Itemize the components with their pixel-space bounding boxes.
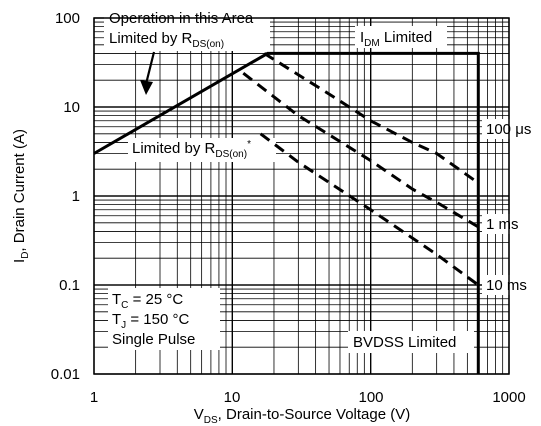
x-tick-label: 100 bbox=[358, 389, 383, 406]
x-axis-title: VDS, Drain-to-Source Voltage (V) bbox=[194, 406, 411, 426]
pulse-curve-line bbox=[259, 132, 480, 287]
x-tick-label: 10 bbox=[224, 389, 241, 406]
series-layer bbox=[93, 51, 480, 374]
idm-limit-box bbox=[355, 26, 447, 48]
curve-1ms-box bbox=[482, 214, 524, 234]
annotation-backgrounds bbox=[104, 8, 530, 353]
pulse-curve-line bbox=[242, 72, 480, 229]
bvdss-limit-box bbox=[348, 331, 474, 353]
conditions-box bbox=[108, 288, 220, 350]
idm-limit-label: IDM Limited bbox=[360, 29, 432, 49]
single-pulse-label: Single Pulse bbox=[112, 331, 195, 348]
plot-frame bbox=[93, 17, 510, 375]
y-tick-label: 100 bbox=[55, 10, 80, 27]
operation-area-limit-label: Limited by RDS(on) bbox=[109, 30, 224, 50]
tick-labels: 1 10 100 1000 0.01 0.1 1 10 100 bbox=[51, 10, 526, 406]
curve-10ms-label: 10 ms bbox=[486, 277, 527, 294]
tj-condition-label: TJ = 150 °C bbox=[112, 311, 189, 331]
y-tick-label: 10 bbox=[63, 99, 80, 116]
y-axis-title: ID, Drain Current (A) bbox=[11, 129, 31, 263]
operation-area-label: Operation in this Area bbox=[109, 10, 254, 27]
rdson-limit-box bbox=[128, 138, 276, 162]
curve-100us-box bbox=[482, 119, 524, 139]
curve-10ms-box bbox=[482, 275, 530, 295]
x-tick-label: 1 bbox=[90, 389, 98, 406]
soa-limit-line bbox=[93, 51, 480, 374]
tc-condition-label: TC = 25 °C bbox=[112, 291, 183, 311]
curve-1ms-label: 1 ms bbox=[486, 216, 519, 233]
curve-100us-label: 100 μs bbox=[486, 121, 531, 138]
x-tick-label: 1000 bbox=[492, 389, 525, 406]
y-tick-label: 0.1 bbox=[59, 277, 80, 294]
y-tick-label: 0.01 bbox=[51, 366, 80, 383]
rdson-limit-label: Limited by RDS(on)* bbox=[132, 139, 251, 160]
y-tick-label: 1 bbox=[72, 188, 80, 205]
bvdss-limit-label: BVDSS Limited bbox=[353, 334, 456, 351]
rdson-arrow bbox=[140, 51, 156, 95]
pulse-curve-line bbox=[263, 52, 480, 185]
operation-area-box bbox=[104, 8, 270, 51]
